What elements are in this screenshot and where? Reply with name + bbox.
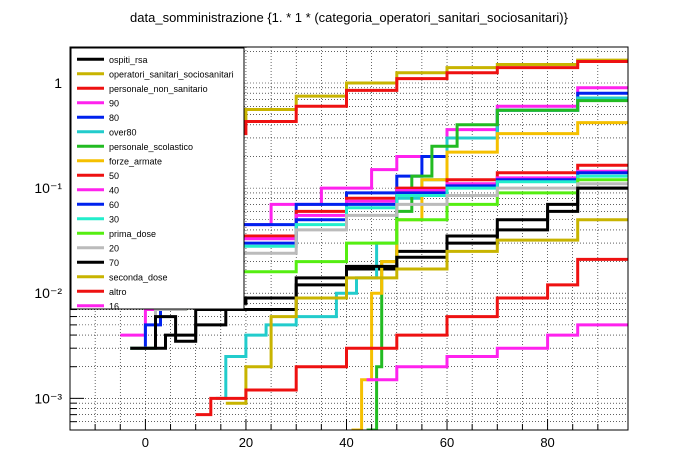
chart-title: data_somministrazione {1. * 1 * (categor… [130,10,569,25]
y-tick-label: 10⁻³ [34,390,62,406]
legend-label: prima_dose [109,229,156,239]
y-tick-label: 10⁻² [34,285,62,301]
legend-label: 40 [109,185,119,195]
legend-label: seconda_dose [109,272,168,282]
legend-label: 16 [109,301,119,311]
series-line-14 [130,186,628,350]
legend: ospiti_rsa operatori_sanitari_sociosanita… [70,47,245,311]
legend-label: 20 [109,243,119,253]
legend-label: 70 [109,258,119,268]
x-tick-label: 60 [440,435,454,450]
legend-box [70,47,245,310]
legend-label: forze_armate [109,156,162,166]
legend-label: ospiti_rsa [109,55,148,65]
x-tick-label: 20 [239,435,253,450]
legend-label: 80 [109,113,119,123]
legend-label: 90 [109,98,119,108]
legend-label: 30 [109,214,119,224]
legend-label: 60 [109,200,119,210]
legend-label: over80 [109,127,137,137]
series-line-17 [366,323,628,382]
series-line-6 [366,99,628,430]
legend-label: altro [109,287,127,297]
legend-label: personale_non_sanitario [109,84,208,94]
y-tick-label: 1 [54,75,62,91]
legend-label: personale_scolastico [109,142,193,152]
legend-label: 50 [109,171,119,181]
grid [70,47,628,431]
series-line-16 [195,257,628,417]
x-tick-label: 0 [142,435,149,450]
legend-label: operatori_sanitari_sociosanitari [109,69,234,79]
plot-frame [69,46,629,431]
x-tick-label: 40 [339,435,353,450]
x-tick-label: 80 [540,435,554,450]
series-line-15 [225,218,628,405]
y-tick-label: 10⁻¹ [34,180,62,196]
